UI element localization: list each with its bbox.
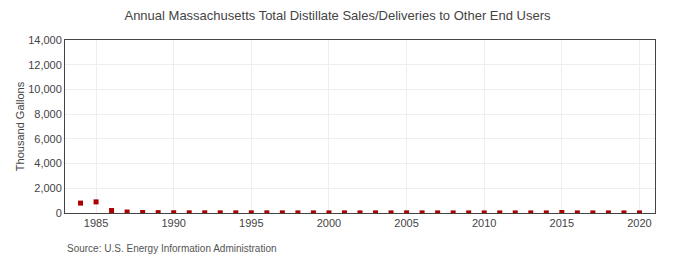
svg-text:2005: 2005 [394,217,418,229]
svg-text:8,000: 8,000 [34,108,62,120]
svg-text:14,000: 14,000 [28,34,62,46]
svg-text:1990: 1990 [161,217,185,229]
svg-text:Thousand Gallons: Thousand Gallons [14,81,26,171]
svg-text:6,000: 6,000 [34,133,62,145]
svg-text:2015: 2015 [550,217,574,229]
svg-text:2010: 2010 [472,217,496,229]
svg-text:1995: 1995 [239,217,263,229]
svg-text:2,000: 2,000 [34,182,62,194]
svg-text:0: 0 [56,207,62,219]
svg-text:Annual Massachusetts Total Dis: Annual Massachusetts Total Distillate Sa… [124,8,551,23]
svg-text:12,000: 12,000 [28,59,62,71]
svg-text:2020: 2020 [627,217,651,229]
svg-text:Source: U.S. Energy Informatio: Source: U.S. Energy Information Administ… [67,243,277,254]
svg-text:4,000: 4,000 [34,157,62,169]
svg-text:1985: 1985 [84,217,108,229]
svg-text:10,000: 10,000 [28,83,62,95]
svg-text:2000: 2000 [317,217,341,229]
